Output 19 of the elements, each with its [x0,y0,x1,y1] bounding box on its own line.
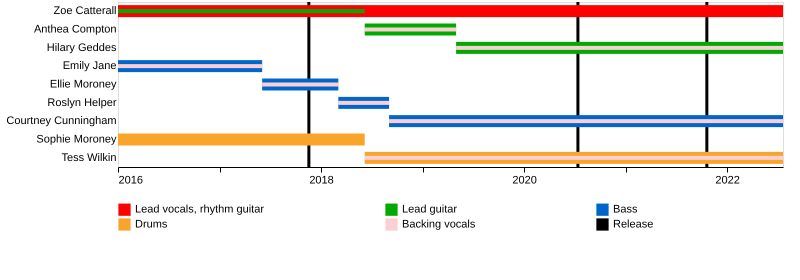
y-tick-label: Ellie Moroney [50,78,117,90]
legend-label: Lead guitar [402,204,458,216]
legend-label: Backing vocals [402,218,476,230]
y-tick-label: Roslyn Helper [47,96,117,109]
y-tick-label: Hilary Geddes [46,42,117,54]
x-tick-label: 2016 [118,174,143,186]
y-tick-label: Emily Jane [62,60,116,72]
legend-label: Bass [613,204,638,216]
y-tick-label: Tess Wilkin [61,152,116,164]
legend-label: Lead vocals, rhythm guitar [135,204,264,216]
y-tick-label: Courtney Cunningham [6,115,116,128]
y-tick-label: Anthea Compton [34,24,116,36]
legend-label: Drums [135,218,168,230]
x-tick-label: 2022 [715,174,740,186]
x-tick-label: 2020 [512,174,537,186]
x-tick-label: 2018 [309,174,334,186]
y-tick-label: Sophie Moroney [36,134,117,146]
legend-label: Release [613,218,654,230]
y-tick-label: Zoe Catterall [54,5,116,18]
